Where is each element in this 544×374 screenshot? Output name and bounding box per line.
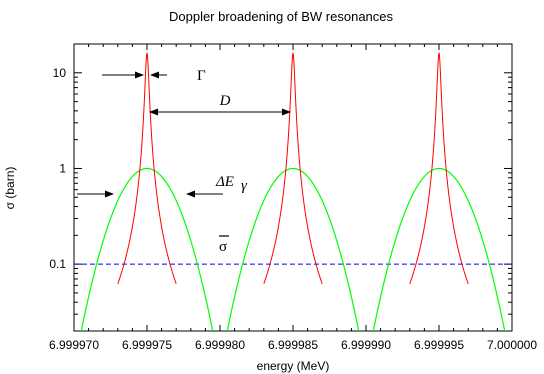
- gamma-label: Γ: [197, 68, 206, 84]
- spacing-arrowhead-left: [149, 108, 158, 116]
- x-tick-label: 7.000000: [487, 338, 537, 352]
- y-tick-label: 1: [59, 161, 66, 175]
- annotation-layer: ΓD ΔE γ σ: [77, 68, 291, 255]
- series-layer: [74, 52, 512, 331]
- y-tick-label: 0.1: [49, 257, 66, 271]
- spacing-label: D: [219, 93, 231, 109]
- resonance-curve-3: [409, 52, 469, 284]
- gamma-arrowhead-right: [150, 71, 159, 79]
- doppler-width-subscript: γ: [241, 178, 248, 194]
- ticks-layer: 6.999970 6.999975 6.999980 6.999985 6.999990…: [49, 43, 537, 352]
- doppler-curve-1: [80, 167, 214, 331]
- y-axis-label: σ (barn): [3, 167, 17, 210]
- doppler-width-label: ΔE: [215, 174, 234, 190]
- average-sigma-label: σ: [219, 239, 227, 255]
- resonance-curve-1: [117, 52, 177, 284]
- x-tick-label: 6.999970: [49, 338, 99, 352]
- spacing-arrowhead-right: [282, 108, 291, 116]
- y-tick-label: 10: [53, 66, 67, 80]
- x-tick-label: 6.999990: [341, 338, 391, 352]
- chart-title: Doppler broadening of BW resonances: [169, 9, 394, 24]
- x-tick-label: 6.999995: [414, 338, 464, 352]
- doppler-width-arrowhead-right: [186, 190, 195, 198]
- plot-frame: [73, 43, 513, 332]
- x-tick-label: 6.999985: [268, 338, 318, 352]
- doppler-width-arrowhead-left: [105, 190, 114, 198]
- x-tick-label: 6.999975: [122, 338, 172, 352]
- resonance-curve-2: [263, 52, 323, 284]
- doppler-curve-2: [226, 167, 360, 331]
- x-axis-label: energy (MeV): [257, 359, 330, 373]
- x-tick-label: 6.999980: [195, 338, 245, 352]
- doppler-curve-3: [372, 167, 506, 331]
- gamma-arrowhead-left: [135, 71, 144, 79]
